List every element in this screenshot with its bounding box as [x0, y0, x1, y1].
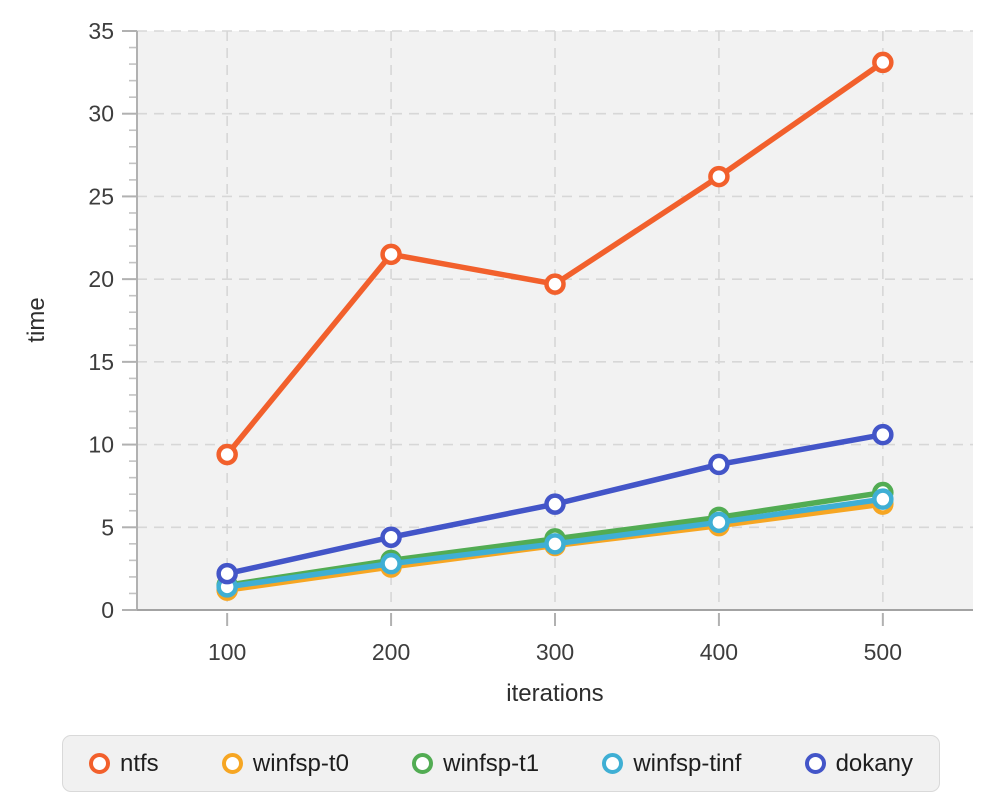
data-point-marker	[380, 552, 402, 575]
legend-item-ntfs[interactable]: ntfs	[89, 749, 159, 777]
x-tick-label: 300	[536, 639, 574, 665]
legend-label: winfsp-t1	[443, 749, 540, 777]
x-axis: 100 200 300 400 500	[137, 609, 973, 665]
data-point-marker	[380, 526, 402, 548]
data-point-marker	[544, 273, 566, 295]
legend-item-winfsp-t0[interactable]: winfsp-t0	[221, 749, 349, 777]
series-dokany	[216, 423, 894, 585]
y-tick-label: 0	[101, 597, 114, 623]
series-ntfs	[216, 51, 894, 466]
x-axis-title: iterations	[506, 680, 603, 707]
line-chart: 0 5 10 15 20 25 30 35 100 200 300 400 500 time itera…	[23, 18, 973, 707]
data-point-marker	[216, 562, 238, 585]
legend-label: winfsp-tinf	[633, 749, 742, 777]
y-tick-label: 25	[88, 183, 114, 209]
data-point-marker	[872, 51, 894, 74]
y-tick-label: 5	[101, 514, 114, 540]
series-marker-icon	[89, 753, 110, 774]
y-axis-title: time	[23, 297, 50, 342]
x-tick-label: 100	[208, 639, 246, 665]
data-point-marker	[544, 533, 566, 555]
data-point-marker	[872, 488, 894, 510]
series-marker-icon	[412, 753, 434, 774]
y-tick-label: 15	[88, 349, 114, 375]
y-tick-label: 30	[88, 101, 114, 127]
series-marker-icon	[221, 753, 243, 774]
data-point-marker	[544, 493, 566, 515]
y-tick-label: 20	[88, 266, 114, 292]
y-tick-label: 10	[88, 432, 114, 458]
y-tick-label: 35	[88, 18, 114, 44]
series-marker-icon	[602, 753, 624, 774]
legend-item-winfsp-t1[interactable]: winfsp-t1	[412, 749, 540, 777]
data-point-marker	[708, 453, 730, 476]
legend-label: winfsp-t0	[252, 749, 349, 777]
data-point-marker	[872, 423, 894, 446]
legend-item-dokany[interactable]: dokany	[804, 749, 913, 777]
chart-legend: ntfs winfsp-t0 winfsp-t1 winfsp-tinf dok…	[62, 735, 940, 792]
x-tick-label: 200	[372, 639, 410, 665]
x-tick-label: 400	[700, 639, 738, 665]
series-marker-icon	[804, 753, 826, 774]
legend-label: ntfs	[120, 749, 159, 777]
series-winfsp-tinf	[216, 488, 894, 598]
data-point-marker	[708, 165, 730, 188]
legend-label: dokany	[835, 749, 913, 777]
legend-item-winfsp-tinf[interactable]: winfsp-tinf	[602, 749, 742, 777]
data-point-marker	[708, 511, 730, 534]
x-tick-label: 500	[864, 639, 902, 665]
data-point-marker	[380, 243, 402, 266]
y-axis: 0 5 10 15 20 25 30 35	[88, 18, 138, 623]
data-point-marker	[216, 443, 238, 466]
